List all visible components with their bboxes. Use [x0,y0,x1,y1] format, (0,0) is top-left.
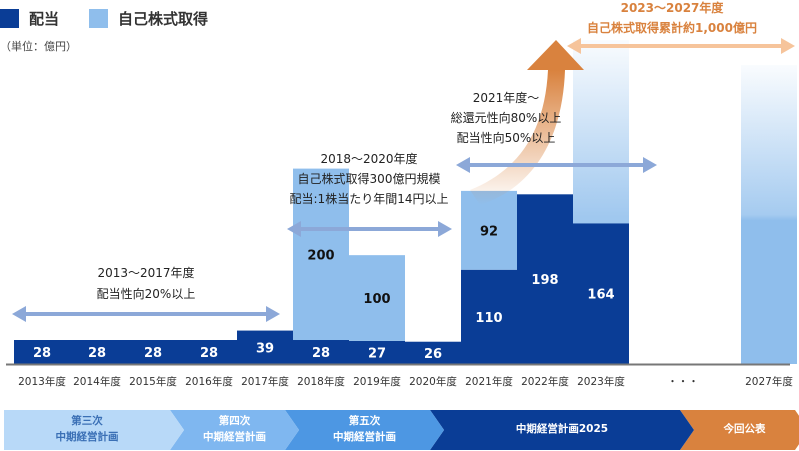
range-arrow-2021-left-head [456,157,470,173]
x-tick-label: ・・・ [667,376,699,388]
annotation-text: 自己株式取得累計約1,000億円 [587,20,757,35]
data-label-dividend: 28 [144,346,162,361]
data-label-dividend: 110 [475,311,502,326]
range-arrow-2018-2020-right-head [438,221,452,237]
annotation-text: 配当性向50%以上 [457,130,556,145]
plan-label-line: 中期経営計画 [4,429,170,445]
range-arrow-2013-2017-right-head [266,306,280,322]
annotation-text: 2013〜2017年度 [97,265,194,280]
data-label-dividend: 27 [368,346,386,361]
plan-label-line: 中期経営計画 [299,429,430,445]
x-tick-label: 2018年度 [297,375,345,388]
x-tick-label: 2020年度 [409,375,457,388]
x-tick-label: 2022年度 [521,375,569,388]
x-tick-label: 2016年度 [185,375,233,388]
plan-label: 第五次中期経営計画 [299,413,430,445]
data-label-buyback: 92 [480,224,498,239]
annotation-text: 2018〜2020年度 [320,151,417,166]
x-tick-label: 2019年度 [353,375,401,388]
x-tick-label: 2027年度 [745,375,793,388]
plan-label: 第四次中期経営計画 [184,413,285,445]
data-label-dividend: 28 [200,346,218,361]
annotation-text: 総還元性向80%以上 [451,110,562,125]
annotation-text: 2021年度〜 [473,90,540,105]
data-label-dividend: 26 [424,347,442,362]
projected-buyback-bar [741,65,797,364]
plan-label: 第三次中期経営計画 [4,413,170,445]
annotation-text: 2023〜2027年度 [621,0,725,15]
x-tick-label: 2015年度 [129,375,177,388]
data-label-buyback: 200 [307,248,334,263]
plan-label-line: 中期経営計画2025 [444,421,680,437]
x-tick-label: 2017年度 [241,375,289,388]
annotation-text: 自己株式取得300億円規模 [298,171,441,186]
data-label-dividend: 39 [256,341,274,356]
plan-label-line: 第五次 [299,413,430,429]
x-tick-label: 2014年度 [73,375,121,388]
data-label-dividend: 164 [587,288,614,303]
data-label-dividend: 198 [531,273,558,288]
annotation-text: 配当:1株当たり年間14円以上 [290,191,449,206]
x-tick-label: 2021年度 [465,375,513,388]
range-arrow-2023-2027-right-head [781,38,795,54]
x-tick-label: 2013年度 [18,375,66,388]
annotation-text: 配当性向20%以上 [97,286,196,301]
data-label-dividend: 28 [88,346,106,361]
range-arrow-2013-2017-left-head [12,306,26,322]
data-label-dividend: 28 [312,346,330,361]
plan-label-line: 第三次 [4,413,170,429]
data-label-dividend: 28 [33,346,51,361]
plan-label: 中期経営計画2025 [444,421,680,437]
plan-label-line: 第四次 [184,413,285,429]
plan-label-line: 今回公表 [694,421,795,437]
plan-label-line: 中期経営計画 [184,429,285,445]
bar-chart: 28 2013年度 28 2014年度 28 2015年度 28 2016年度 39 2017年度… [0,0,799,451]
data-label-buyback: 100 [363,292,390,307]
x-tick-label: 2023年度 [577,375,625,388]
range-arrow-2021-right-head [643,157,657,173]
plan-label: 今回公表 [694,421,795,437]
